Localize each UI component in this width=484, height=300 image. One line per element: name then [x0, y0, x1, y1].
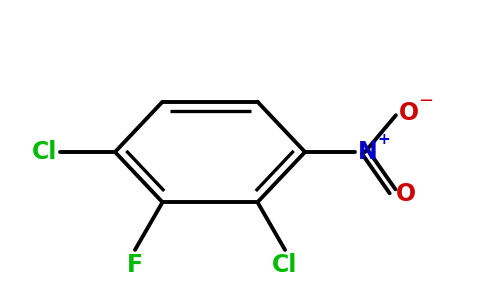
Text: Cl: Cl: [31, 140, 57, 164]
Text: +: +: [377, 133, 390, 148]
Text: O: O: [399, 101, 419, 125]
Text: Cl: Cl: [272, 253, 298, 277]
Text: N: N: [358, 140, 378, 164]
Text: −: −: [418, 92, 433, 110]
Text: O: O: [395, 182, 416, 206]
Text: F: F: [127, 253, 143, 277]
